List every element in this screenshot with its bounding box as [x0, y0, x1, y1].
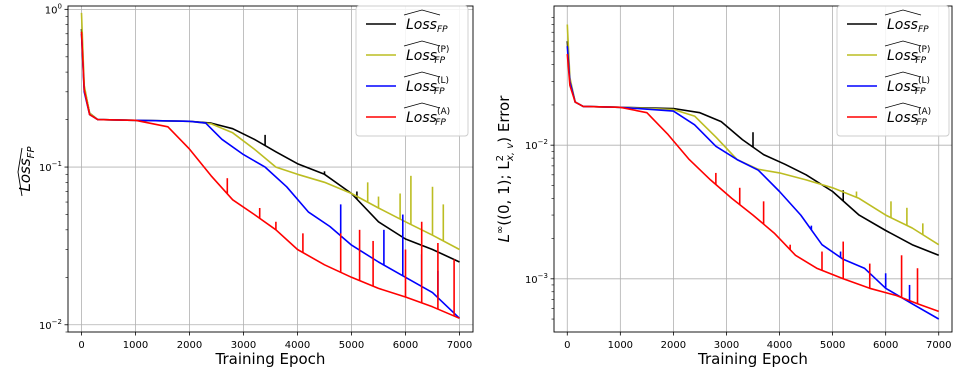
- y-label-hat: [17, 147, 23, 197]
- x-tick-label: 3000: [714, 340, 739, 351]
- legend-label-0: LossFP: [887, 17, 929, 35]
- legend-box: [836, 5, 950, 137]
- x-tick-label: 7000: [447, 340, 472, 351]
- legend-label-3: Loss(A) FP: [406, 107, 450, 128]
- legend-label-1: Loss(P) FP: [406, 45, 449, 66]
- x-axis: 0 1000 2000 3000 4000 5000 6000 7000: [78, 332, 472, 351]
- x-tick-label: 2000: [661, 340, 686, 351]
- y-tick-label: 100: [45, 2, 62, 16]
- y-tick-label: 10−1: [39, 160, 62, 174]
- legend-hat-3: [403, 102, 441, 109]
- y-axis-label: L∞((0, 1); L2x, v) Error: [495, 95, 516, 243]
- y-axis: 10−3 10−2: [525, 138, 554, 286]
- legend-hat-0: [403, 9, 441, 16]
- chart-loss-fp: 0 1000 2000 3000 4000 5000 6000 7000 Training Ep…: [16, 2, 474, 368]
- series-line-3: [566, 54, 939, 313]
- x-tick-label: 6000: [873, 340, 898, 351]
- series-line-3: [80, 31, 460, 320]
- x-tick-label: 0: [78, 340, 84, 351]
- legend-hat-1: [884, 40, 922, 47]
- legend-label-2: Loss(L) FP: [887, 76, 930, 97]
- legend-hat-3: [884, 102, 922, 109]
- legend: LossFP Loss(P) FP Loss(L) FP Loss(A) FP: [355, 5, 469, 137]
- x-tick-label: 7000: [926, 340, 951, 351]
- x-tick-label: 1000: [123, 340, 148, 351]
- x-tick-label: 3000: [231, 340, 256, 351]
- legend-label-3: Loss(A) FP: [887, 107, 931, 128]
- series-group: [566, 24, 940, 320]
- legend-hat-0: [884, 9, 922, 16]
- x-tick-label: 5000: [820, 340, 845, 351]
- legend: LossFP Loss(P) FP Loss(L) FP Loss(A) FP: [836, 5, 950, 137]
- y-axis-label: LossFP: [16, 146, 37, 192]
- x-tick-label: 2000: [177, 340, 202, 351]
- legend-hat-2: [884, 71, 922, 78]
- legend-hat-2: [403, 71, 441, 78]
- legend-hat-1: [403, 40, 441, 47]
- x-axis: 0 1000 2000 3000 4000 5000 6000 7000: [564, 332, 951, 351]
- x-tick-label: 4000: [767, 340, 792, 351]
- x-tick-label: 4000: [285, 340, 310, 351]
- plot-frame: [553, 5, 953, 333]
- legend-label-2: Loss(L) FP: [406, 76, 449, 97]
- x-tick-label: 0: [564, 340, 570, 351]
- chart-error: 0 1000 2000 3000 4000 5000 6000 7000 Training Ep…: [495, 5, 953, 368]
- legend-label-1: Loss(P) FP: [887, 45, 930, 66]
- series-group: [80, 12, 461, 320]
- plot-frame: [67, 5, 474, 333]
- y-tick-label: 10−2: [39, 318, 62, 332]
- x-axis-label: Training Epoch: [697, 350, 808, 368]
- legend-label-0: LossFP: [406, 17, 448, 35]
- x-tick-label: 6000: [393, 340, 418, 351]
- y-tick-label: 10−3: [525, 272, 548, 286]
- legend-box: [355, 5, 469, 137]
- x-tick-label: 1000: [608, 340, 633, 351]
- x-tick-label: 5000: [339, 340, 364, 351]
- y-axis: 10−2 10−1 100: [39, 2, 68, 332]
- y-tick-label: 10−2: [525, 138, 548, 152]
- x-axis-label: Training Epoch: [215, 350, 326, 368]
